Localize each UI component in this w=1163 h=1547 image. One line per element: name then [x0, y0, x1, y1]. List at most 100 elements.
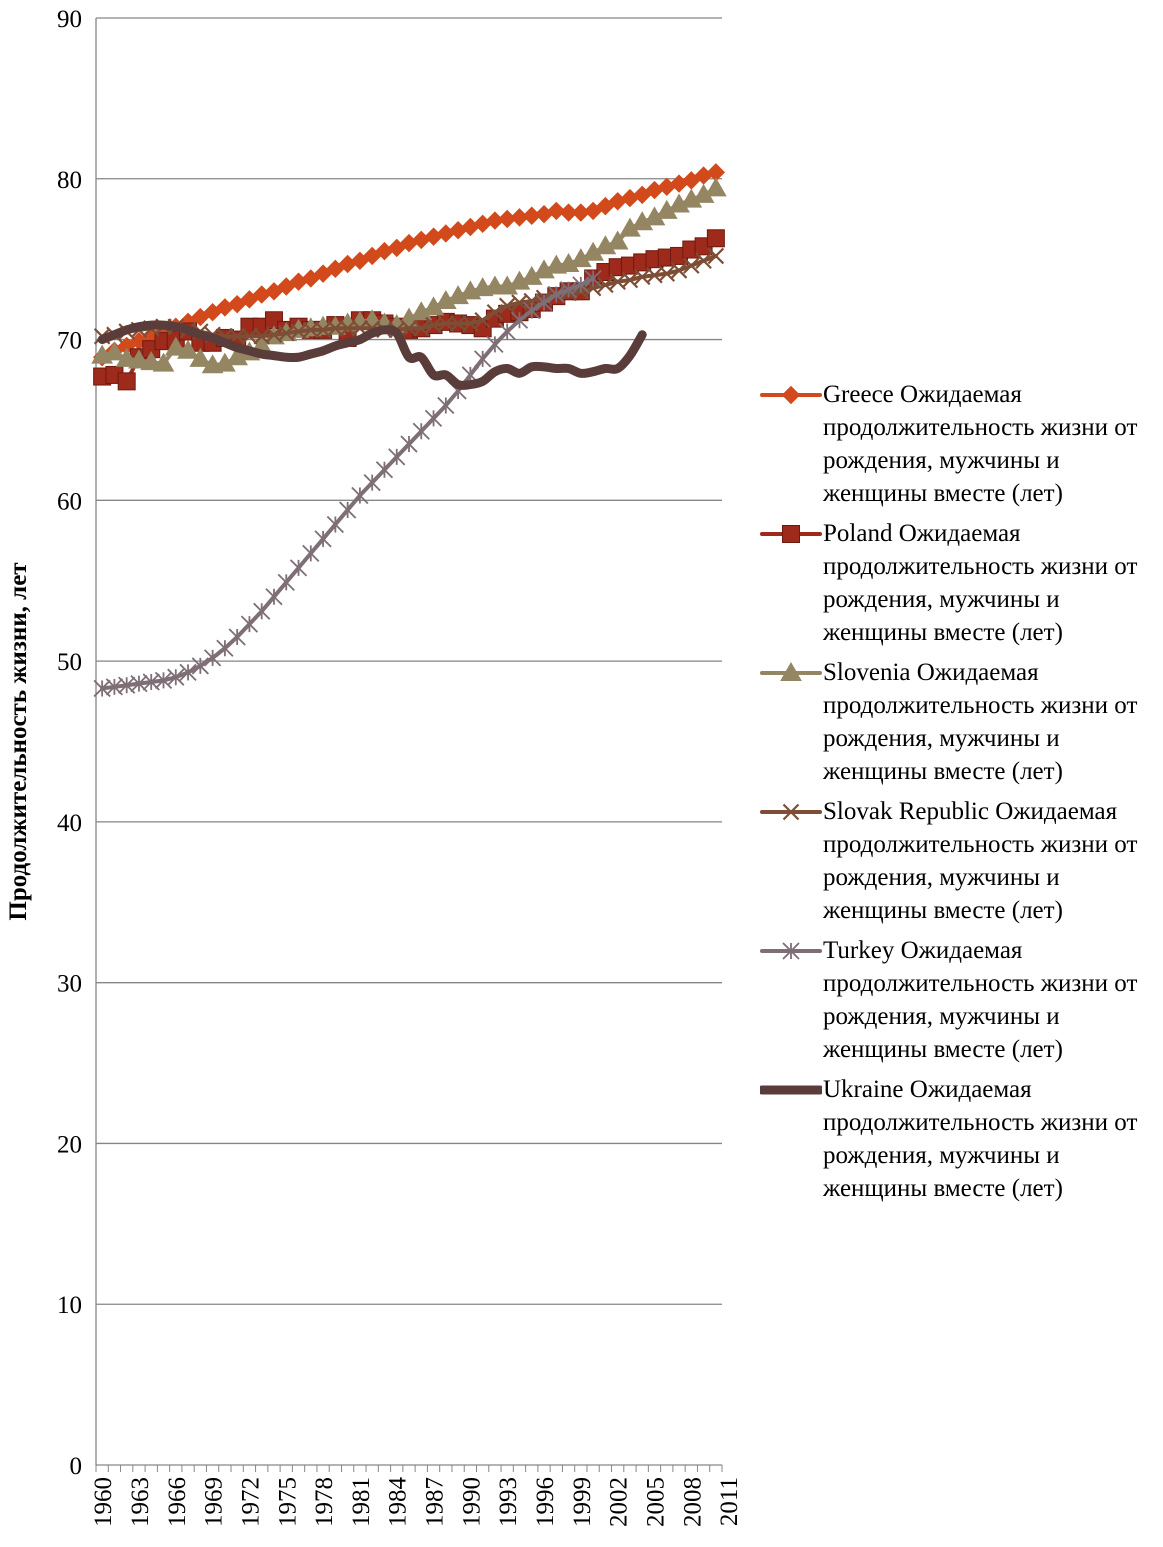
x-tick-label: 1987: [422, 1477, 449, 1527]
data-point-slovak: [302, 321, 320, 339]
data-point-slovak: [498, 297, 516, 315]
legend-swatch-greece: [760, 385, 822, 405]
data-point-turkey: [314, 530, 332, 548]
legend-marker: [782, 942, 800, 960]
legend-label: Turkey Ожидаемая продолжительность жизни…: [823, 937, 1138, 1063]
data-point-slovenia: [705, 177, 727, 197]
data-point-turkey: [167, 668, 185, 686]
y-tick-label: 20: [57, 1131, 82, 1158]
y-tick-label: 90: [57, 6, 82, 33]
x-tick-label: 1990: [458, 1477, 485, 1527]
data-point-turkey: [154, 671, 173, 690]
data-point-slovak: [486, 303, 504, 321]
x-tick-label: 2011: [716, 1477, 743, 1526]
data-point-turkey: [523, 301, 541, 320]
data-point-slovenia: [152, 352, 175, 372]
legend-swatch-ukraine: [760, 1085, 822, 1095]
data-point-turkey: [191, 657, 209, 675]
data-point-turkey: [179, 663, 197, 682]
data-point-turkey: [338, 501, 357, 519]
x-tick-label: 1972: [237, 1477, 264, 1527]
data-point-poland: [117, 372, 136, 391]
legend-label: Slovak Republic Ожидаемая продолжительно…: [823, 798, 1138, 924]
data-point-slovak: [400, 320, 418, 337]
data-point-slovenia: [177, 339, 199, 359]
legend-item-slovenia: Slovenia Ожидаемая продолжительность жиз…: [760, 656, 1160, 788]
legend-swatch-slovak: [760, 803, 822, 821]
y-tick-label: 40: [57, 810, 82, 837]
y-tick-label: 0: [70, 1453, 83, 1480]
data-point-turkey: [510, 311, 529, 329]
legend-label: Greece Ожидаемая продолжительность жизни…: [823, 381, 1138, 507]
data-point-slovenia: [115, 347, 138, 367]
data-point-slovenia: [140, 351, 163, 371]
data-point-turkey: [547, 285, 565, 304]
data-point-turkey: [253, 602, 271, 620]
y-tick-label: 80: [57, 167, 82, 194]
legend-swatch-poland: [760, 525, 822, 543]
legend-item-slovak: Slovak Republic Ожидаемая продолжительно…: [760, 795, 1160, 927]
x-tick-label: 2005: [642, 1477, 669, 1527]
legend-item-greece: Greece Ожидаемая продолжительность жизни…: [760, 378, 1160, 510]
data-point-turkey: [572, 276, 590, 294]
x-tick-label: 1984: [385, 1477, 412, 1528]
x-tick-label: 1960: [90, 1477, 117, 1527]
data-point-turkey: [265, 588, 283, 606]
legend-item-ukraine: Ukraine Ожидаемая продолжительность жизн…: [760, 1073, 1160, 1205]
data-point-turkey: [535, 293, 553, 312]
data-point-turkey: [474, 350, 492, 368]
y-axis-title: Продолжительность жизни, лет: [5, 562, 32, 920]
series-turkey: [93, 269, 602, 698]
data-point-slovak: [437, 315, 455, 332]
x-tick-label: 1963: [127, 1477, 154, 1527]
legend-marker: [782, 525, 800, 543]
data-point-turkey: [437, 396, 455, 415]
data-point-turkey: [559, 281, 578, 299]
legend-marker: [782, 803, 800, 821]
x-tick-label: 1966: [164, 1477, 191, 1527]
data-point-greece: [547, 201, 566, 221]
legend-marker: [781, 385, 801, 405]
data-point-slovak: [658, 265, 676, 282]
legend-item-turkey: Turkey Ожидаемая продолжительность жизни…: [760, 934, 1160, 1066]
series-line-ukraine: [97, 320, 647, 390]
data-point-slovenia: [164, 336, 187, 356]
legend-label: Poland Ожидаемая продолжительность жизни…: [823, 520, 1138, 646]
data-point-slovak: [474, 311, 491, 329]
series-ukraine: [97, 320, 647, 390]
data-point-slovenia: [189, 347, 212, 367]
data-point-slovak: [327, 320, 344, 337]
y-tick-label: 10: [57, 1292, 82, 1319]
y-tick-label: 30: [57, 971, 82, 998]
data-point-slovenia: [128, 349, 150, 369]
data-point-turkey: [326, 515, 344, 534]
data-point-slovak: [412, 320, 430, 337]
legend-swatch-slovenia: [760, 661, 822, 681]
series-slovenia: [91, 177, 727, 374]
x-tick-label: 2002: [606, 1477, 633, 1527]
data-point-turkey: [203, 649, 222, 667]
data-point-turkey: [277, 573, 295, 591]
data-point-slovak: [339, 320, 356, 337]
legend: Greece Ожидаемая продолжительность жизни…: [760, 378, 1160, 1212]
legend-label: Slovenia Ожидаемая продолжительность жиз…: [823, 659, 1138, 785]
x-tick-label: 1978: [311, 1477, 338, 1527]
legend-swatch-turkey: [760, 942, 822, 960]
y-tick-label: 50: [57, 649, 82, 676]
y-tick-label: 70: [57, 328, 82, 355]
legend-label: Ukraine Ожидаемая продолжительность жизн…: [823, 1076, 1138, 1202]
data-point-slovenia: [606, 230, 629, 250]
data-point-turkey: [584, 269, 602, 288]
data-point-slovak: [695, 252, 712, 270]
data-point-slovenia: [103, 341, 126, 361]
legend-marker: [780, 661, 802, 681]
data-point-slovak: [683, 257, 700, 274]
data-point-slovak: [670, 262, 688, 279]
data-point-slovak: [621, 271, 639, 289]
data-point-turkey: [289, 559, 308, 577]
legend-item-poland: Poland Ожидаемая продолжительность жизни…: [760, 517, 1160, 649]
x-tick-label: 2008: [679, 1477, 706, 1527]
x-tick-label: 1996: [532, 1477, 559, 1527]
